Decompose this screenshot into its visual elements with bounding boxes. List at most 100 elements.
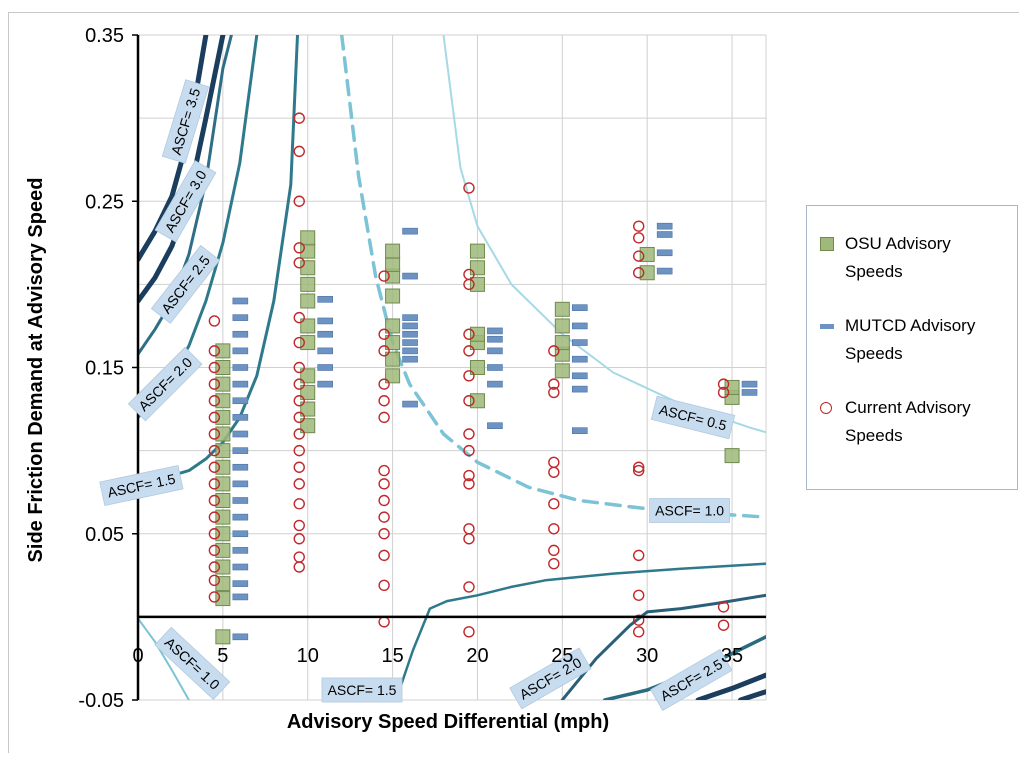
current-point	[548, 523, 560, 535]
osu-point	[300, 293, 316, 309]
mutcd-point	[402, 339, 418, 346]
current-point	[293, 195, 305, 207]
current-point	[293, 336, 305, 349]
mutcd-point	[232, 530, 249, 538]
osu-point	[385, 351, 401, 367]
ascf-label: ASCF= 2.5	[650, 649, 733, 711]
current-point	[293, 533, 305, 545]
mutcd-point	[232, 314, 249, 321]
ascf-label-text: ASCF= 1.5	[328, 682, 397, 698]
mutcd-point	[317, 347, 334, 355]
osu-point	[300, 276, 316, 292]
ascf-label-bg	[127, 346, 203, 422]
current-point	[463, 182, 475, 194]
osu-point	[300, 418, 316, 434]
osu-point	[469, 360, 485, 375]
y-tick-label: 0.05	[85, 524, 124, 546]
y-tick-label: 0.35	[85, 25, 124, 47]
current-point	[208, 315, 221, 327]
current-point	[293, 498, 305, 510]
mutcd-point	[656, 222, 673, 230]
legend-item-mutcd: MUTCD Advisory Speeds	[817, 312, 1009, 368]
curve-ascf-1.0-bottom	[138, 617, 190, 700]
current-point	[208, 428, 221, 440]
osu-point	[215, 476, 231, 492]
current-point	[208, 561, 221, 573]
mutcd-point	[571, 339, 588, 346]
current-point	[633, 250, 645, 262]
current-point	[378, 549, 390, 562]
y-axis-label: Side Friction Demand at Advisory Speed	[25, 178, 47, 563]
current-point	[463, 370, 475, 382]
ascf-label-bg	[650, 649, 733, 711]
current-point	[293, 519, 305, 532]
y-tick-label: 0.25	[85, 191, 124, 213]
osu-point	[469, 326, 485, 342]
mutcd-point	[656, 249, 673, 257]
current-point	[293, 461, 305, 473]
current-point	[293, 395, 305, 407]
osu-point	[215, 509, 231, 525]
ascf-label: ASCF= 1.5	[321, 677, 403, 703]
ascf-label: ASCF= 0.5	[650, 395, 736, 440]
current-point	[717, 378, 730, 390]
chart-frame	[8, 12, 1019, 753]
current-point	[633, 267, 645, 279]
osu-point	[215, 393, 231, 409]
osu-point	[385, 318, 401, 334]
current-point	[633, 220, 645, 232]
current-point	[208, 411, 221, 424]
osu-point	[215, 376, 231, 392]
ascf-label-bg	[150, 244, 221, 324]
mutcd-point	[402, 400, 418, 408]
mutcd-point	[402, 330, 418, 338]
mutcd-point	[656, 231, 673, 238]
current-point	[548, 557, 560, 570]
ascf-label: ASCF= 1.5	[99, 464, 184, 507]
ascf-label-bg	[161, 79, 210, 164]
mutcd-point	[402, 227, 418, 235]
current-point	[378, 494, 390, 507]
mutcd-point	[487, 364, 503, 371]
osu-point	[554, 318, 570, 334]
current-point	[293, 411, 305, 424]
osu-point	[469, 260, 485, 276]
legend-item-osu: OSU Advisory Speeds	[817, 230, 1009, 286]
osu-point	[215, 629, 231, 645]
mutcd-point	[402, 355, 418, 363]
osu-point	[469, 276, 485, 292]
mutcd-point	[232, 397, 249, 405]
current-point	[463, 469, 475, 482]
current-point	[548, 498, 560, 510]
osu-point	[215, 542, 231, 558]
current-point	[293, 378, 305, 390]
osu-point	[215, 559, 231, 575]
current-point	[378, 511, 390, 523]
current-point	[463, 478, 475, 490]
mutcd-point	[656, 267, 673, 275]
current-point	[208, 378, 221, 390]
ascf-label-bg	[154, 160, 217, 243]
mutcd-point	[232, 497, 249, 504]
mutcd-point	[232, 480, 249, 488]
osu-point	[385, 368, 401, 384]
current-point	[378, 395, 390, 407]
current-point	[208, 345, 221, 357]
mutcd-point	[232, 563, 249, 571]
osu-point	[724, 448, 740, 464]
mutcd-point	[232, 364, 249, 371]
mutcd-dash-icon	[817, 313, 837, 335]
curve-ascf-3.5-bottom	[738, 689, 766, 700]
current-point	[293, 561, 305, 573]
legend-item-current: Current Advisory Speeds	[817, 394, 1009, 450]
current-point	[293, 478, 305, 490]
current-point	[208, 574, 221, 586]
x-tick-label: 10	[297, 645, 319, 667]
current-point	[293, 311, 305, 324]
current-point	[378, 616, 390, 628]
osu-point	[215, 343, 231, 359]
current-point	[463, 444, 475, 457]
mutcd-point	[571, 385, 588, 393]
ascf-label-bg	[154, 626, 231, 701]
current-point	[463, 345, 475, 357]
